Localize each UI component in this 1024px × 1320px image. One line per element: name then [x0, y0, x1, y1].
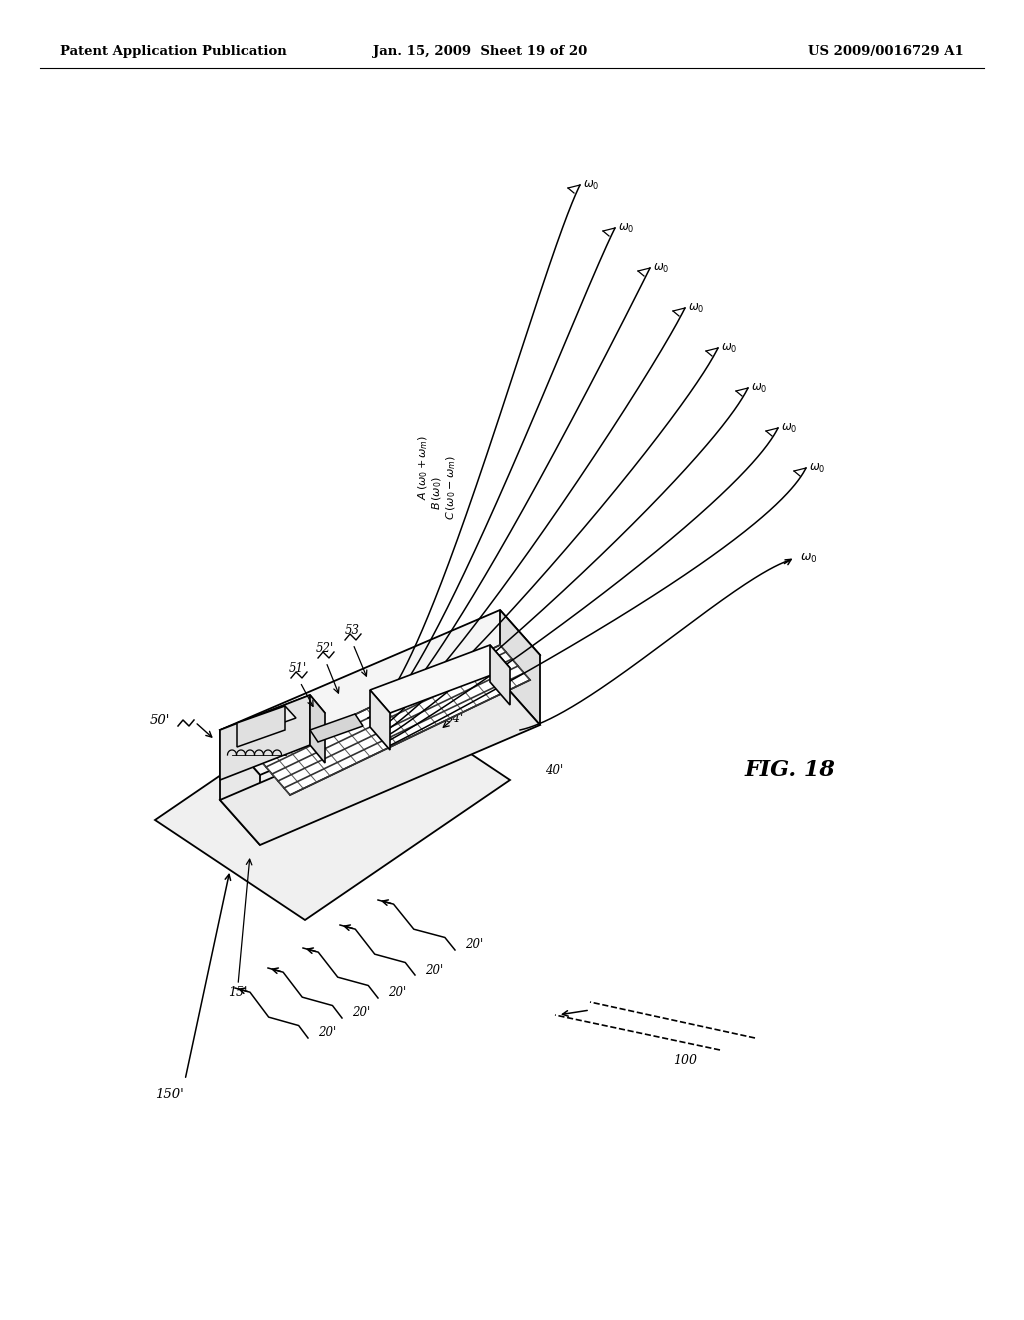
Text: 150': 150' — [155, 1089, 183, 1101]
Polygon shape — [370, 645, 510, 713]
Text: 53: 53 — [344, 623, 359, 636]
Text: 54': 54' — [319, 744, 337, 755]
Text: 36': 36' — [299, 741, 316, 750]
Text: $\omega_0$: $\omega_0$ — [809, 462, 825, 475]
Polygon shape — [500, 610, 540, 725]
Text: $\omega_0$: $\omega_0$ — [583, 178, 599, 191]
Polygon shape — [220, 696, 310, 780]
Polygon shape — [310, 696, 325, 763]
Polygon shape — [220, 696, 325, 748]
Text: US 2009/0016729 A1: US 2009/0016729 A1 — [808, 45, 964, 58]
Text: $B\,(\omega_0)$: $B\,(\omega_0)$ — [430, 477, 443, 510]
Polygon shape — [237, 706, 285, 747]
Text: 51': 51' — [289, 661, 307, 675]
Polygon shape — [220, 730, 260, 845]
Text: 20': 20' — [352, 1006, 371, 1019]
Text: 15': 15' — [228, 986, 248, 999]
Polygon shape — [237, 706, 296, 735]
Polygon shape — [370, 690, 390, 750]
Text: $\omega_0$: $\omega_0$ — [618, 222, 635, 235]
Text: $\omega_0$: $\omega_0$ — [721, 342, 737, 355]
Text: $\omega_0$: $\omega_0$ — [800, 552, 817, 565]
Text: 40': 40' — [545, 763, 563, 776]
Polygon shape — [155, 680, 510, 920]
Text: 34': 34' — [445, 711, 464, 725]
Text: $A\,(\omega_0+\omega_m)$: $A\,(\omega_0+\omega_m)$ — [416, 434, 430, 500]
Text: 20': 20' — [388, 986, 407, 999]
Polygon shape — [220, 680, 540, 845]
Text: 52': 52' — [315, 642, 334, 655]
Polygon shape — [260, 645, 530, 795]
Text: 20': 20' — [425, 964, 443, 977]
Text: 100: 100 — [673, 1053, 697, 1067]
Text: 20': 20' — [465, 939, 483, 952]
Text: 20': 20' — [318, 1026, 336, 1039]
Text: $\omega_0$: $\omega_0$ — [653, 261, 670, 275]
Polygon shape — [490, 645, 510, 705]
Text: FIG. 18: FIG. 18 — [744, 759, 836, 781]
Text: $\omega_0$: $\omega_0$ — [751, 381, 767, 395]
Text: $C\,(\omega_0-\omega_m)$: $C\,(\omega_0-\omega_m)$ — [444, 455, 458, 520]
Text: Jan. 15, 2009  Sheet 19 of 20: Jan. 15, 2009 Sheet 19 of 20 — [373, 45, 587, 58]
Polygon shape — [220, 610, 540, 775]
Text: $\omega_0$: $\omega_0$ — [781, 421, 798, 434]
Polygon shape — [310, 714, 362, 742]
Text: $\omega_0$: $\omega_0$ — [688, 301, 705, 314]
Text: Patent Application Publication: Patent Application Publication — [60, 45, 287, 58]
Text: 50': 50' — [150, 714, 170, 726]
